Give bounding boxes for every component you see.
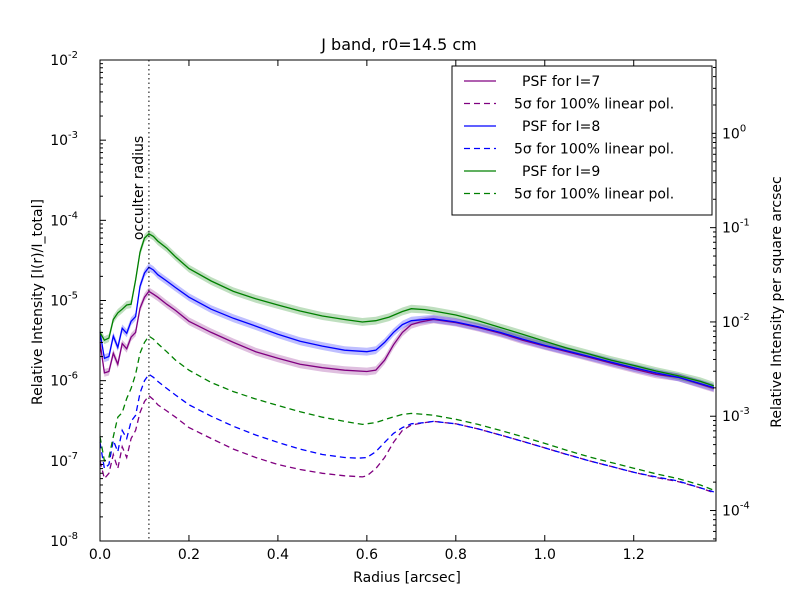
occulter-label: occulter radius bbox=[131, 136, 147, 240]
right-y-tick-label: 10-3 bbox=[722, 406, 750, 425]
series-line-6 bbox=[99, 335, 715, 491]
occulter-annotation: occulter radius bbox=[131, 60, 150, 541]
x-tick-label: 0.2 bbox=[178, 547, 200, 563]
series-band-3 bbox=[100, 263, 714, 392]
right-y-tick-label: 10-1 bbox=[722, 218, 750, 237]
legend-label: PSF for I=8 bbox=[522, 119, 600, 135]
series-line-2 bbox=[99, 394, 715, 494]
legend-label: PSF for I=9 bbox=[522, 164, 600, 180]
y-tick-label: 10-5 bbox=[50, 291, 78, 310]
right-y-tick-label: 100 bbox=[722, 123, 746, 142]
legend-label: 5σ for 100% linear pol. bbox=[514, 187, 674, 203]
chart-title: J band, r0=14.5 cm bbox=[320, 35, 477, 54]
legend-label: 5σ for 100% linear pol. bbox=[514, 97, 674, 113]
x-tick-label: 0.8 bbox=[445, 547, 467, 563]
x-tick-label: 1.2 bbox=[623, 547, 645, 563]
legend: PSF for I=7 5σ for 100% linear pol. PSF fo… bbox=[451, 65, 713, 216]
series-line-4 bbox=[99, 373, 714, 493]
legend-label: PSF for I=7 bbox=[522, 74, 600, 90]
series-line-3 bbox=[99, 266, 714, 389]
y-tick-label: 10-2 bbox=[50, 50, 78, 69]
series-band-1 bbox=[100, 287, 714, 393]
legend-label: 5σ for 100% linear pol. bbox=[514, 142, 674, 158]
x-tick-label: 0.0 bbox=[89, 547, 111, 563]
y-axis-label: Relative Intensity [I(r)/I_total] bbox=[30, 199, 46, 405]
y-tick-label: 10-8 bbox=[50, 531, 78, 550]
right-y-tick-label: 10-2 bbox=[722, 312, 750, 331]
y-tick-label: 10-3 bbox=[50, 130, 78, 149]
x-tick-label: 0.4 bbox=[267, 547, 289, 563]
x-tick-label: 0.6 bbox=[356, 547, 378, 563]
y-tick-label: 10-4 bbox=[50, 210, 78, 229]
psf-bands bbox=[100, 229, 714, 393]
legend-box bbox=[451, 65, 713, 216]
x-tick-label: 1.0 bbox=[534, 547, 556, 563]
right-y-tick-label: 10-4 bbox=[722, 501, 750, 520]
right-y-axis-label: Relative Intensity per square arcsec bbox=[769, 176, 785, 427]
y-tick-label: 10-6 bbox=[50, 371, 78, 390]
series-line-1 bbox=[99, 290, 714, 390]
series-lines bbox=[99, 232, 715, 494]
series-line-5 bbox=[99, 232, 715, 387]
axis-ticks: 0.0 0.2 0.4 0.6 0.8 1.0 1.2 10-8 10-7 10-6 10-5 10-… bbox=[50, 50, 750, 563]
x-axis-label: Radius [arcsec] bbox=[353, 570, 461, 586]
y-tick-label: 10-7 bbox=[50, 451, 78, 470]
